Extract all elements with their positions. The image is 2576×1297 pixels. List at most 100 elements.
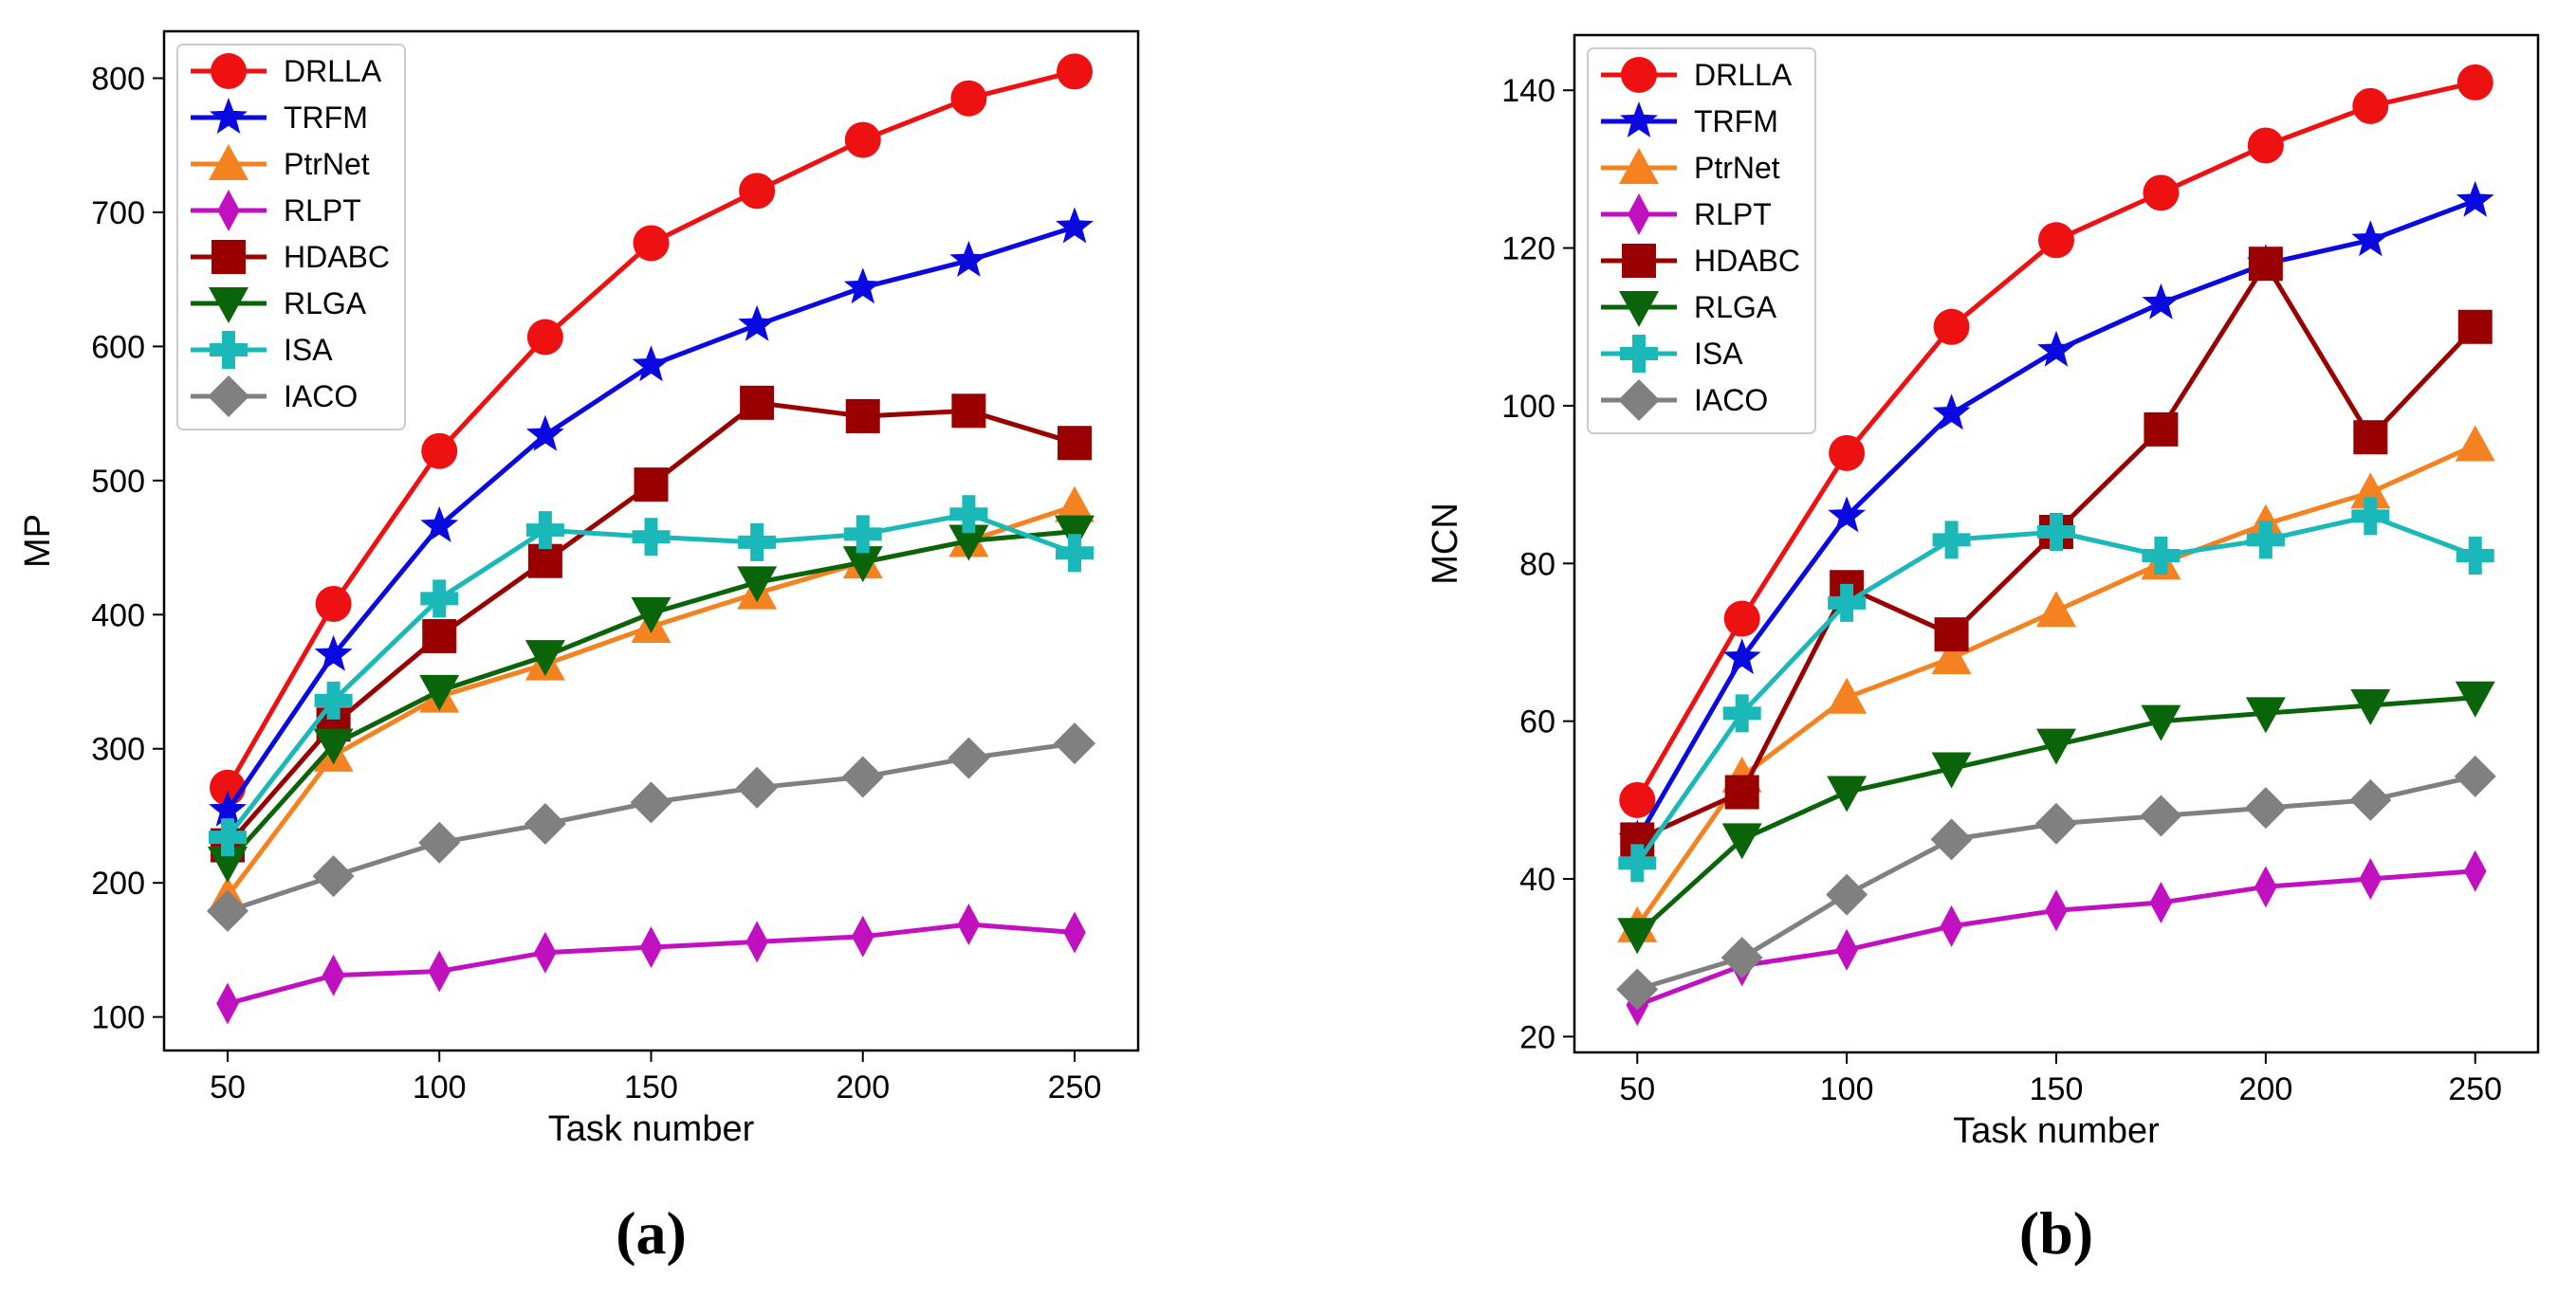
panel-a-point-hdabc <box>422 618 457 653</box>
panel-a-y-tick-label: 200 <box>91 866 145 902</box>
panel-b-legend-label-rlpt: RLPT <box>1694 197 1772 231</box>
panel-b-point-trfm <box>2456 180 2494 217</box>
panel-a-point-isa <box>949 495 988 534</box>
panel-a-point-ptrnet <box>1055 485 1095 522</box>
panel-a-point-hdabc <box>1058 426 1093 461</box>
panel-b-point-drlla <box>2352 87 2389 124</box>
panel-b-point-rlga <box>2455 681 2495 718</box>
panel-a-series-rlga <box>207 515 1095 883</box>
panel-a-point-hdabc <box>634 467 669 502</box>
panel-b-y-tick-label: 100 <box>1501 389 1555 425</box>
panel-b-point-trfm <box>1722 638 1761 675</box>
panel-a-point-drlla <box>739 173 776 210</box>
panel-b-x-tick-label: 50 <box>1619 1071 1655 1107</box>
panel-b-point-trfm <box>2142 283 2180 320</box>
panel-a-legend-label-rlga: RLGA <box>284 286 367 320</box>
panel-a-point-trfm <box>632 345 671 382</box>
panel-a-y-axis-label: MP <box>18 514 58 568</box>
panel-a-point-isa <box>525 511 564 550</box>
panel-b-point-isa <box>2246 521 2285 559</box>
panel-a-legend-marker-rlga <box>209 287 248 323</box>
panel-a-point-isa <box>843 515 882 554</box>
panel-b-point-rlpt <box>1940 904 1963 947</box>
panel-a-y-tick-label: 700 <box>91 195 145 231</box>
panel-b-point-trfm <box>2351 220 2390 257</box>
panel-a-legend-item-rlga: RLGA <box>191 286 367 323</box>
panel-a-point-drlla <box>1057 53 1094 90</box>
panel-a-point-rlpt <box>322 954 345 996</box>
panel-a-x-tick-label: 100 <box>413 1069 467 1105</box>
panel-a-point-trfm <box>525 414 564 451</box>
panel-a-point-rlga <box>313 728 354 765</box>
panel-b-point-rlga <box>1617 918 1658 955</box>
panel-b-legend-label-iaco: IACO <box>1694 383 1768 417</box>
panel-a-point-trfm <box>738 304 777 341</box>
panel-b-series-isa <box>1618 497 2494 883</box>
panel-b-axes-frame <box>1573 33 2540 1054</box>
panel-a-point-rlpt <box>851 915 874 958</box>
panel-b-legend: DRLLA TRFM PtrNet RLPT HDABC RLGA ISA IACO <box>1587 47 1816 434</box>
panel-a-point-rlga <box>842 546 883 583</box>
panel-a-legend: DRLLA TRFM PtrNet RLPT HDABC RLGA ISA IACO <box>176 44 406 430</box>
panel-b-point-isa <box>1618 844 1657 883</box>
panel-a-point-iaco <box>524 802 566 845</box>
panel-b-point-iaco <box>1616 968 1659 1011</box>
panel-b-legend-label-isa: ISA <box>1694 337 1743 371</box>
panel-b-x-axis-label: Task number <box>1953 1111 2160 1151</box>
panel-a-legend-item-drlla: DRLLA <box>191 53 382 89</box>
panel-a-point-trfm <box>1056 207 1094 244</box>
panel-b-point-isa <box>2037 513 2075 552</box>
panel-a-point-rlpt <box>534 931 557 974</box>
panel-b-point-rlga <box>1721 823 1762 860</box>
chart-panel-b: 50 100 150 200 250 20 40 60 80 100 120 140 DRLLA TRFM… <box>1426 33 2540 1267</box>
panel-a-point-isa <box>738 522 777 561</box>
panel-a-legend-label-isa: ISA <box>284 333 333 367</box>
panel-b-x-tick-label: 250 <box>2448 1071 2502 1107</box>
panel-a-legend-label-ptrnet: PtrNet <box>284 147 370 181</box>
panel-a-series-drlla <box>209 53 1094 806</box>
panel-a-point-iaco <box>206 889 248 932</box>
panel-a-legend-item-rlpt: RLPT <box>191 190 361 231</box>
panel-b-x-tick-label: 100 <box>1820 1071 1874 1107</box>
panel-b-y-tick-label: 140 <box>1501 73 1555 109</box>
panel-a-point-rlpt <box>957 904 981 946</box>
panel-b-legend-marker-rlga <box>1619 291 1659 327</box>
panel-a-legend-marker-ptrnet <box>209 144 248 180</box>
panel-a-legend-item-iaco: IACO <box>191 375 358 417</box>
panel-b-legend-item-trfm: TRFM <box>1601 101 1778 138</box>
panel-a-point-iaco <box>736 766 779 809</box>
panel-a-legend-label-drlla: DRLLA <box>284 54 382 88</box>
panel-b-point-rlga <box>2350 689 2391 726</box>
panel-b-legend-item-rlga: RLGA <box>1601 290 1777 327</box>
panel-a-point-iaco <box>418 821 461 864</box>
panel-a-legend-marker-trfm <box>210 98 248 134</box>
panel-a-legend-label-trfm: TRFM <box>284 100 368 135</box>
panel-a-legend-label-hdabc: HDABC <box>284 240 390 274</box>
panel-b-legend-marker-drlla <box>1621 57 1657 93</box>
panel-b-legend-marker-rlpt <box>1628 193 1650 235</box>
panel-b-point-isa <box>1932 521 1971 559</box>
panel-b-x-tick-label: 200 <box>2239 1071 2293 1107</box>
panel-a-point-rlga <box>207 846 248 883</box>
panel-b-point-drlla <box>1619 781 1656 818</box>
panel-a-legend-marker-isa <box>210 331 248 369</box>
panel-b-point-rlpt <box>2149 881 2173 923</box>
panel-b-legend-label-trfm: TRFM <box>1694 104 1778 138</box>
panel-b-legend-item-hdabc: HDABC <box>1601 244 1800 278</box>
panel-b-point-isa <box>1722 694 1761 733</box>
panel-a-y-tick-label: 500 <box>91 464 145 500</box>
panel-a-point-trfm <box>843 267 882 304</box>
panel-b-legend-label-ptrnet: PtrNet <box>1694 151 1780 185</box>
panel-b-point-trfm <box>1828 496 1867 533</box>
panel-b-point-rlpt <box>2463 849 2487 892</box>
panel-b-point-iaco <box>2244 787 2287 830</box>
panel-b-legend-marker-hdabc <box>1622 244 1656 278</box>
panel-b-point-iaco <box>2349 778 2392 821</box>
panel-b-legend-marker-iaco <box>1618 379 1660 421</box>
panel-a-point-iaco <box>630 781 672 824</box>
panel-b-point-drlla <box>2247 127 2284 164</box>
panel-a-caption: (a) <box>616 1199 687 1267</box>
panel-a-point-rlga <box>948 524 989 561</box>
panel-a-y-tick-label: 400 <box>91 597 145 633</box>
panel-a-point-trfm <box>949 240 988 277</box>
